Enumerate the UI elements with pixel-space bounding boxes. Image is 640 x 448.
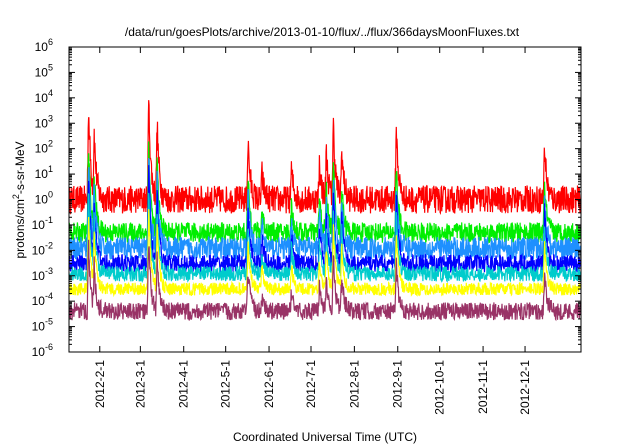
y-axis-label-base: protons/cm (13, 199, 27, 258)
y-tick-label: 102 (35, 139, 53, 156)
y-tick-label: 106 (35, 37, 53, 54)
x-tick-label: 2012-8-1 (347, 360, 361, 408)
y-tick-label: 10-1 (32, 215, 53, 232)
x-tick-label: 2012-2-1 (93, 360, 107, 408)
y-axis-label-tail: -s-sr-MeV (13, 141, 27, 194)
x-tick-label: 2012-9-1 (391, 360, 405, 408)
x-tick-label: 2012-3-1 (133, 360, 147, 408)
y-tick-label: 10-5 (32, 317, 53, 334)
x-tick-label: 2012-4-1 (177, 360, 191, 408)
y-tick-label: 101 (35, 164, 53, 181)
y-tick-label: 10-4 (32, 291, 53, 308)
y-tick-label: 10-2 (32, 240, 53, 257)
x-tick-label: 2012-11-1 (476, 360, 490, 414)
series-line (69, 100, 581, 216)
x-tick-label: 2012-12-1 (518, 360, 532, 415)
x-tick-label: 2012-10-1 (433, 360, 447, 415)
x-tick-label: 2012-6-1 (262, 360, 276, 408)
series-layer (69, 100, 581, 322)
y-tick-label: 105 (35, 62, 53, 79)
y-tick-label: 100 (35, 190, 53, 207)
y-axis-label: protons/cm2-s-sr-MeV (11, 141, 27, 258)
y-tick-label: 10-3 (32, 266, 53, 283)
y-axis-label-sup: 2 (11, 194, 21, 199)
series-line (69, 239, 581, 322)
chart-title: /data/run/goesPlots/archive/2013-01-10/f… (125, 25, 520, 39)
x-axis: 2012-2-1 2012-3-1 2012-4-1 2012-5-1 2012-6-1… (93, 47, 532, 415)
x-axis-label: Coordinated Universal Time (UTC) (233, 430, 417, 444)
y-tick-label: 104 (35, 88, 53, 105)
y-tick-label: 10-6 (32, 342, 53, 359)
y-axis: 10-6 10-5 10-4 10-3 10-2 10-1 100 101 102 103 104 1… (32, 37, 581, 359)
series-line (69, 209, 581, 298)
x-tick-label: 2012-5-1 (219, 360, 233, 408)
x-tick-label: 2012-7-1 (304, 360, 318, 408)
y-tick-label: 103 (35, 113, 53, 130)
